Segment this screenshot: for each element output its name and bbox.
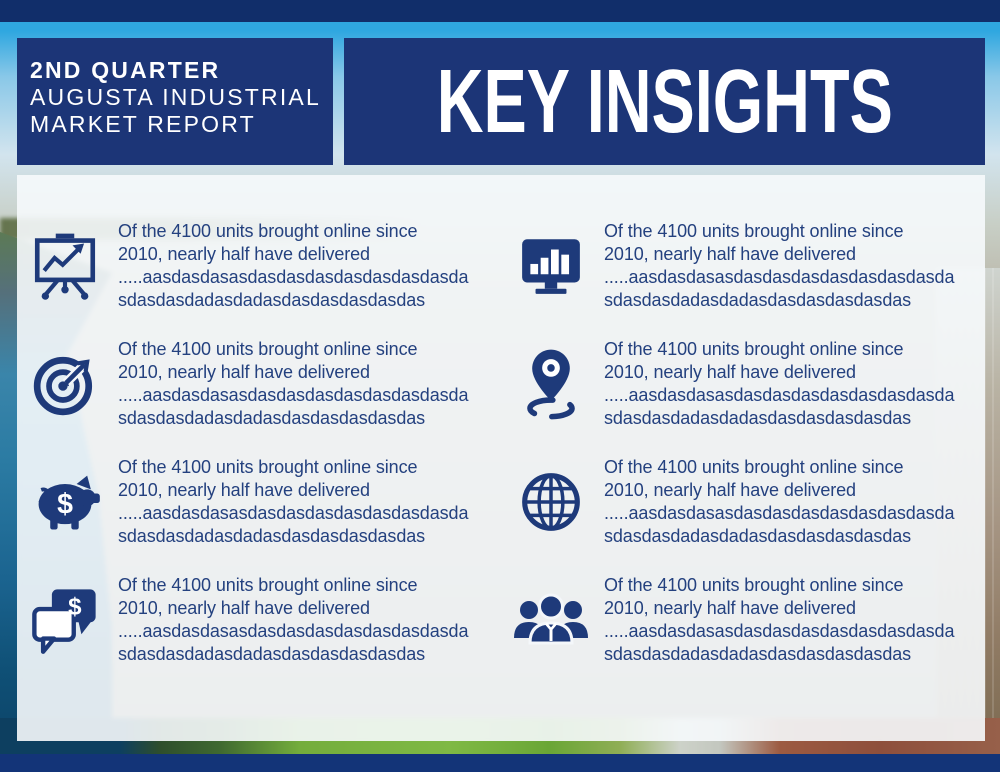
globe-icon [513,469,589,535]
insight-item: Of the 4100 units brought online since 2… [513,443,979,561]
money-chat-icon: $ [27,585,103,655]
insight-item: Of the 4100 units brought online since 2… [513,325,979,443]
presentation-chart-icon [27,229,103,303]
report-title-line2: AUGUSTA INDUSTRIAL [30,84,321,110]
insight-item: $ Of the 4100 units brought online since… [27,561,493,679]
insight-text: Of the 4100 units brought online since 2… [604,457,955,546]
insight-text: Of the 4100 units brought online since 2… [118,339,469,428]
page-title: KEY INSIGHTS [436,51,893,152]
team-icon [513,590,589,650]
monitor-bar-chart-icon [513,230,589,302]
insight-text: Of the 4100 units brought online since 2… [604,339,955,428]
target-dart-icon [27,351,103,417]
insight-item: Of the 4100 units brought online since 2… [513,207,979,325]
dollar-glyph: $ [57,489,73,521]
report-title-line3: MARKET REPORT [30,111,256,137]
insight-text: Of the 4100 units brought online since 2… [604,575,955,664]
dollar-glyph: $ [68,594,82,621]
insights-grid: Of the 4100 units brought online since 2… [17,175,985,741]
report-title-line1: 2ND QUARTER [30,57,221,83]
insight-text: Of the 4100 units brought online since 2… [118,575,469,664]
location-pin-icon [513,346,589,422]
bottom-border-bar [0,754,1000,772]
top-border-bar [0,0,1000,22]
insight-item: Of the 4100 units brought online since 2… [513,561,979,679]
insights-panel: Of the 4100 units brought online since 2… [17,175,985,741]
report-title-box: 2ND QUARTER AUGUSTA INDUSTRIAL MARKET RE… [17,38,333,165]
piggy-bank-icon: $ [27,470,103,534]
insight-item: Of the 4100 units brought online since 2… [27,325,493,443]
insight-text: Of the 4100 units brought online since 2… [604,221,955,310]
insight-item: Of the 4100 units brought online since 2… [27,207,493,325]
insight-text: Of the 4100 units brought online since 2… [118,221,469,310]
insight-text: Of the 4100 units brought online since 2… [118,457,469,546]
insight-item: $ Of the 4100 units brought online since… [27,443,493,561]
key-insights-box: KEY INSIGHTS [344,38,985,165]
